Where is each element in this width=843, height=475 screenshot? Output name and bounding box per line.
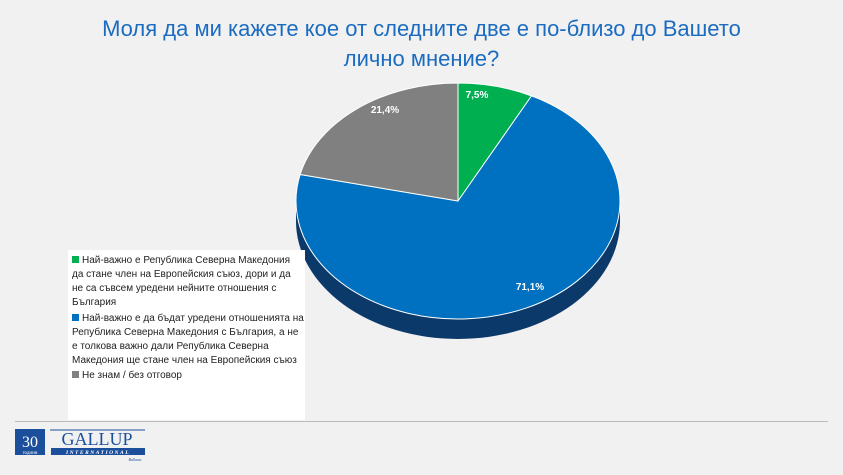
chart-title: Моля да ми кажете кое от следните две е … [0,14,843,74]
legend-label: Най-важно е да бъдат уредени отношенията… [72,313,304,366]
legend: Най-важно е Република Северна Македония … [68,250,305,420]
data-label-2: 21,4% [371,105,399,116]
gallup-logo: 30 години GALLUP INTERNATIONAL Balkans [15,429,145,462]
legend-label: Най-важно е Република Северна Македония … [72,255,291,308]
legend-swatch [72,371,79,378]
title-line-2: лично мнение? [343,46,500,71]
data-label-1: 71,1% [516,282,544,293]
data-label-0: 7,5% [466,90,489,101]
svg-text:30: 30 [22,434,38,451]
legend-item-dont-know: Не знам / без отговор [72,369,304,383]
title-line-1: Моля да ми кажете кое от следните две е … [102,16,741,41]
legend-swatch [72,314,79,321]
legend-item-relations: Най-важно е да бъдат уредени отношенията… [72,312,304,368]
legend-swatch [72,256,79,263]
pie-slice-1 [295,95,621,320]
svg-text:INTERNATIONAL: INTERNATIONAL [65,450,130,456]
legend-item-eu: Най-важно е Република Северна Македония … [72,254,304,310]
pie-side [296,201,620,339]
svg-text:Balkans: Balkans [129,457,142,462]
svg-text:години: години [23,451,38,456]
pie-slice-2 [299,82,459,202]
svg-text:GALLUP: GALLUP [62,429,133,449]
legend-label: Не знам / без отговор [82,370,182,381]
footer-divider [15,421,828,422]
